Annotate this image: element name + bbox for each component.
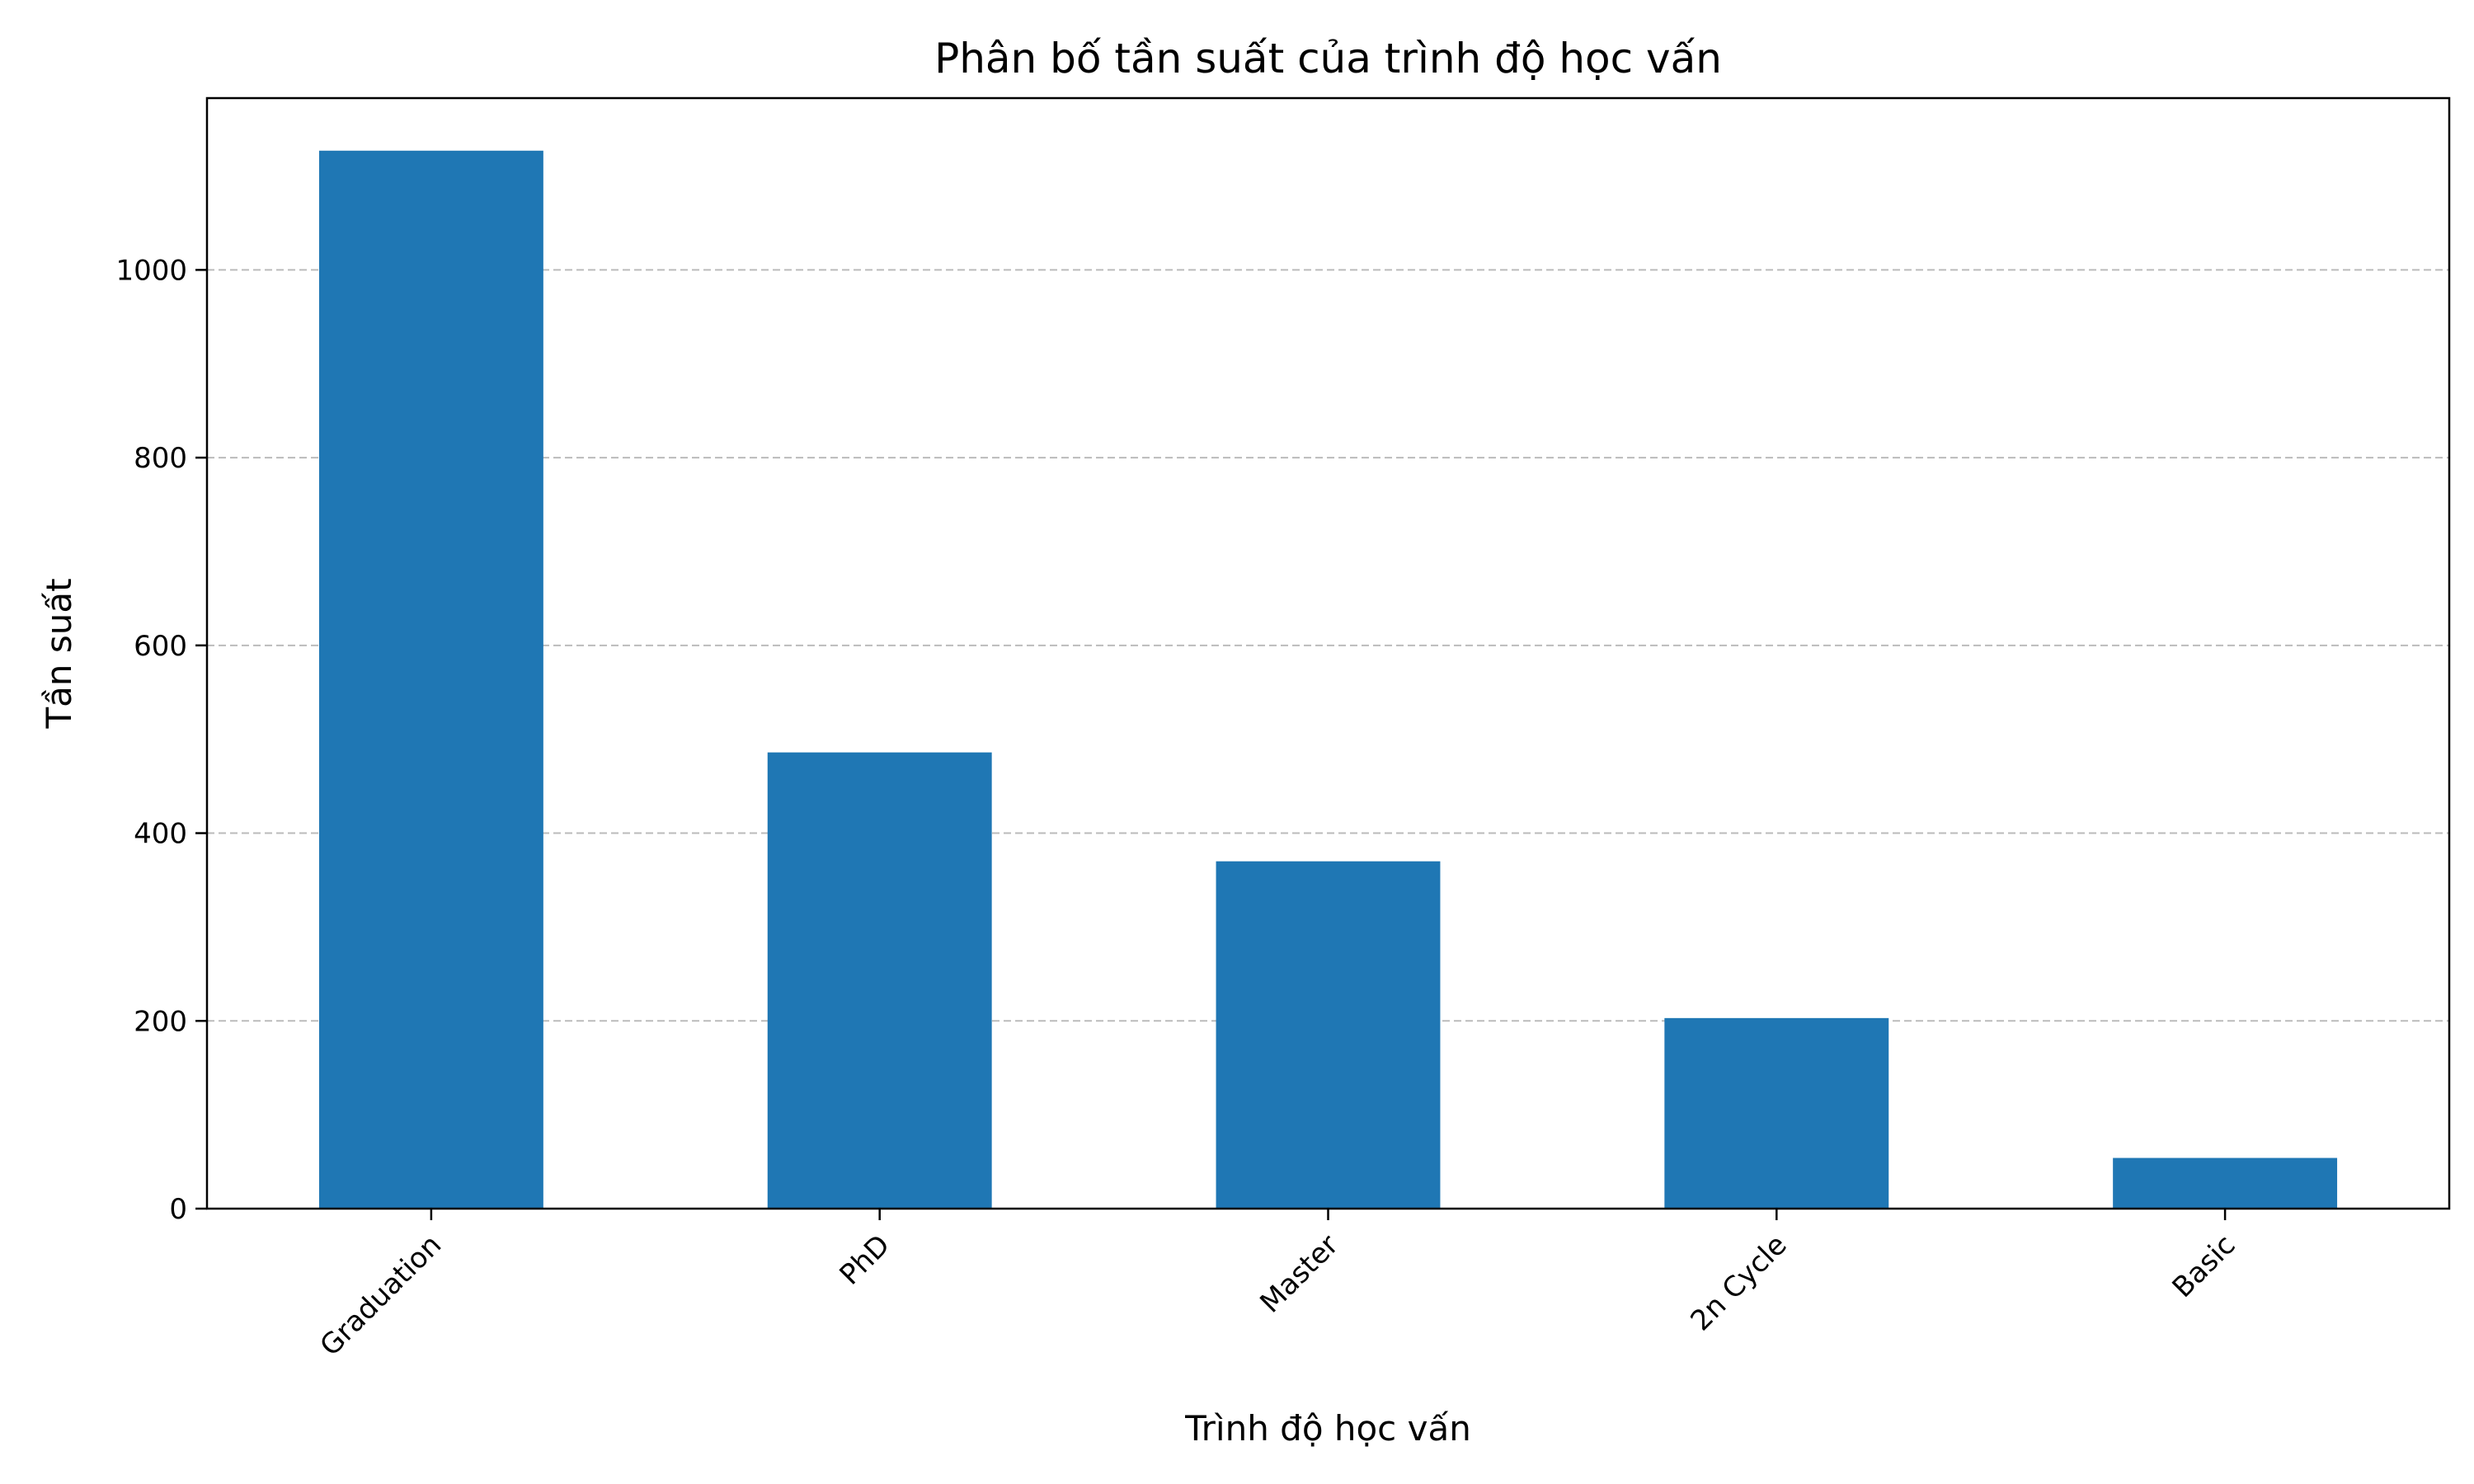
bar-master [1216,861,1441,1209]
x-tick-label: Master [1253,1228,1344,1319]
x-tick-label: Graduation [313,1228,448,1363]
bar-phd [767,752,992,1209]
chart-title: Phân bố tần suất của trình độ học vấn [934,35,1722,82]
y-tick-label: 400 [134,818,187,851]
x-tick-label: PhD [834,1228,897,1292]
bar-graduation [318,150,543,1209]
y-tick-label: 0 [169,1193,187,1226]
y-tick-label: 200 [134,1005,187,1038]
bars [318,150,2338,1209]
bar-basic [2113,1158,2338,1209]
y-axis-title: Tần suất [39,578,79,729]
x-axis-title: Trình độ học vấn [1184,1408,1471,1449]
y-tick-label: 800 [134,442,187,475]
x-tick-label: Basic [2166,1228,2242,1304]
x-tick-label: 2n Cycle [1684,1228,1793,1337]
bar-2n-cycle [1664,1017,1889,1209]
y-tick-label: 600 [134,630,187,663]
y-axis-ticks: 0 200 400 600 800 1000 [115,254,207,1226]
x-axis-ticks: Graduation PhD Master 2n Cycle Basic [313,1209,2241,1363]
y-tick-label: 1000 [115,254,187,287]
